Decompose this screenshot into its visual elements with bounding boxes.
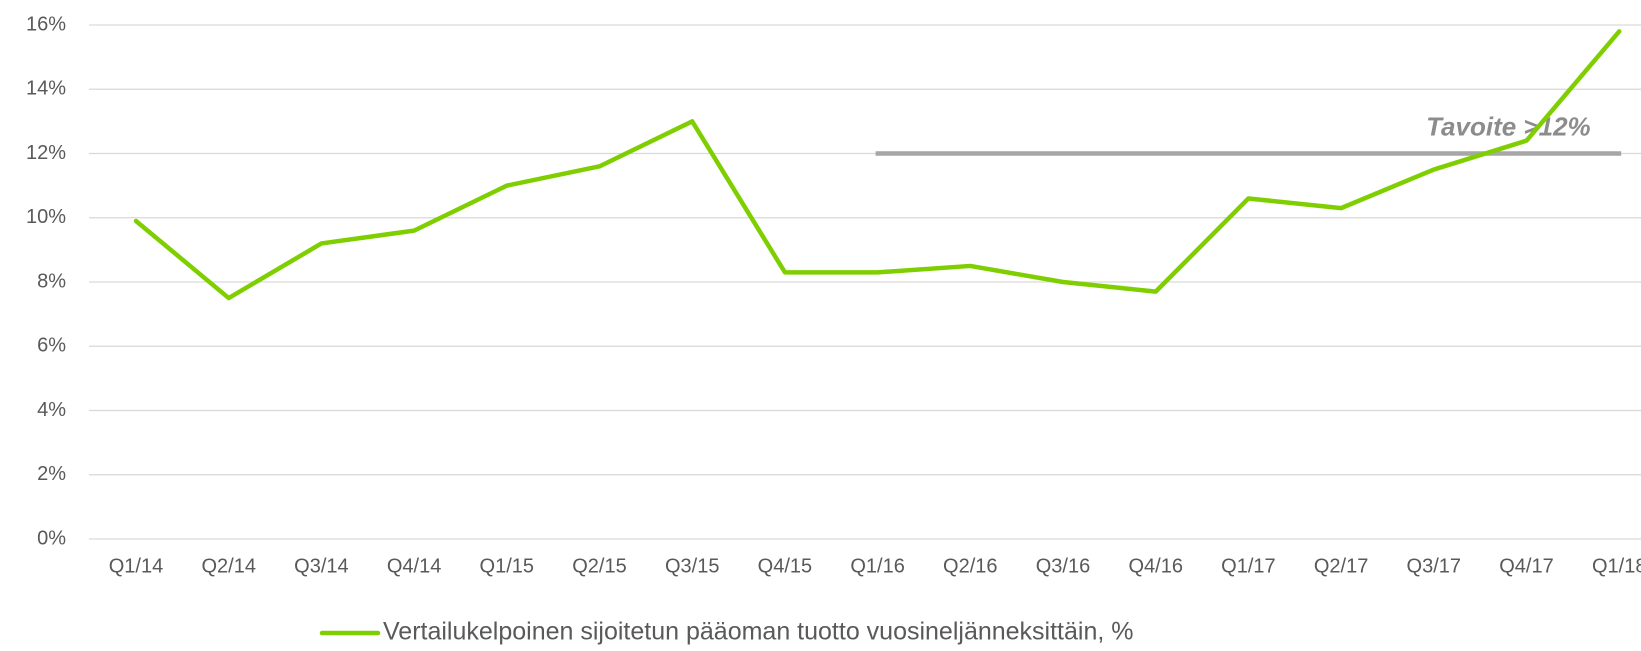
y-tick-label: 10% bbox=[26, 206, 66, 228]
y-tick-label: 4% bbox=[37, 399, 66, 421]
y-tick-label: 6% bbox=[37, 335, 66, 357]
x-tick-label: Q2/16 bbox=[943, 555, 997, 577]
x-tick-label: Q1/14 bbox=[109, 555, 163, 577]
x-tick-label: Q3/16 bbox=[1036, 555, 1090, 577]
x-tick-label: Q3/17 bbox=[1407, 555, 1461, 577]
series-line bbox=[133, 29, 1622, 301]
y-tick-label: 16% bbox=[26, 13, 66, 35]
x-tick-label: Q4/15 bbox=[758, 555, 812, 577]
y-tick-label: 14% bbox=[26, 78, 66, 100]
x-tick-label: Q3/14 bbox=[294, 555, 348, 577]
x-tick-label: Q4/16 bbox=[1128, 555, 1182, 577]
x-tick-label: Q3/15 bbox=[665, 555, 719, 577]
x-tick-label: Q1/18 bbox=[1592, 555, 1641, 577]
legend-label: Vertailukelpoinen sijoitetun pääoman tuo… bbox=[383, 618, 1134, 646]
x-tick-label: Q2/14 bbox=[201, 555, 255, 577]
x-tick-label: Q2/15 bbox=[572, 555, 626, 577]
y-tick-label: 0% bbox=[37, 527, 66, 549]
y-tick-label: 8% bbox=[37, 270, 66, 292]
x-tick-label: Q2/17 bbox=[1314, 555, 1368, 577]
x-tick-label: Q1/17 bbox=[1221, 555, 1275, 577]
target-label: Tavoite >12% bbox=[1426, 111, 1591, 141]
x-tick-label: Q4/17 bbox=[1499, 555, 1553, 577]
x-tick-label: Q1/16 bbox=[850, 555, 904, 577]
y-tick-label: 12% bbox=[26, 142, 66, 164]
y-tick-label: 2% bbox=[37, 463, 66, 485]
x-tick-label: Q4/14 bbox=[387, 555, 441, 577]
x-tick-label: Q1/15 bbox=[480, 555, 534, 577]
